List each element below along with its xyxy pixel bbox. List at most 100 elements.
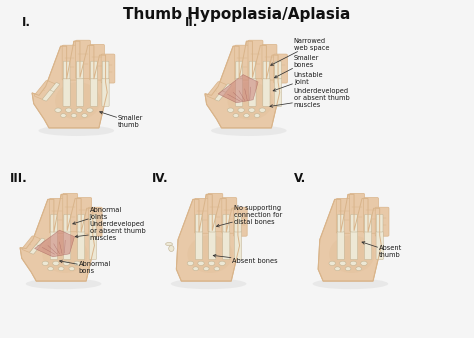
FancyBboxPatch shape: [236, 61, 243, 79]
FancyBboxPatch shape: [91, 78, 98, 106]
Text: Abnormal
bons: Abnormal bons: [60, 260, 111, 274]
Ellipse shape: [38, 125, 114, 136]
FancyBboxPatch shape: [235, 214, 241, 232]
FancyBboxPatch shape: [209, 214, 216, 232]
FancyBboxPatch shape: [90, 44, 104, 80]
FancyBboxPatch shape: [365, 214, 371, 232]
Ellipse shape: [211, 125, 287, 136]
FancyBboxPatch shape: [64, 232, 71, 260]
Ellipse shape: [58, 267, 64, 271]
Polygon shape: [318, 194, 382, 281]
FancyBboxPatch shape: [364, 197, 379, 233]
Polygon shape: [20, 194, 94, 281]
Polygon shape: [176, 194, 239, 281]
Polygon shape: [205, 41, 280, 128]
FancyBboxPatch shape: [50, 82, 60, 92]
Ellipse shape: [61, 114, 66, 117]
FancyBboxPatch shape: [208, 193, 223, 232]
Ellipse shape: [345, 267, 351, 271]
Ellipse shape: [187, 261, 193, 265]
Ellipse shape: [55, 108, 61, 112]
FancyBboxPatch shape: [262, 44, 277, 80]
Ellipse shape: [26, 279, 101, 289]
FancyBboxPatch shape: [194, 198, 210, 233]
FancyBboxPatch shape: [209, 232, 216, 260]
FancyBboxPatch shape: [89, 232, 96, 260]
FancyBboxPatch shape: [376, 214, 383, 232]
Ellipse shape: [42, 235, 88, 273]
FancyBboxPatch shape: [236, 78, 243, 106]
FancyBboxPatch shape: [263, 78, 270, 106]
Polygon shape: [32, 41, 107, 128]
FancyBboxPatch shape: [337, 214, 344, 232]
Ellipse shape: [219, 261, 225, 265]
FancyBboxPatch shape: [263, 61, 270, 79]
FancyBboxPatch shape: [223, 232, 230, 260]
FancyBboxPatch shape: [50, 232, 57, 260]
Ellipse shape: [53, 261, 59, 265]
Text: III.: III.: [10, 172, 28, 185]
Polygon shape: [35, 230, 74, 257]
FancyBboxPatch shape: [215, 90, 226, 101]
FancyBboxPatch shape: [77, 197, 91, 233]
FancyBboxPatch shape: [63, 78, 70, 106]
FancyBboxPatch shape: [248, 40, 263, 79]
Ellipse shape: [329, 261, 336, 265]
Text: II.: II.: [185, 16, 199, 29]
FancyBboxPatch shape: [102, 78, 109, 106]
Text: Narrowed
web space: Narrowed web space: [271, 38, 329, 65]
Ellipse shape: [335, 267, 340, 271]
FancyBboxPatch shape: [249, 78, 256, 106]
Ellipse shape: [313, 279, 388, 289]
Text: Smaller
thumb: Smaller thumb: [100, 111, 143, 128]
FancyBboxPatch shape: [273, 54, 287, 83]
Ellipse shape: [259, 108, 265, 112]
Ellipse shape: [82, 114, 87, 117]
Text: Underdeveloped
or absent thumb
muscles: Underdeveloped or absent thumb muscles: [75, 221, 146, 241]
FancyBboxPatch shape: [36, 238, 45, 246]
Text: Thumb Hypoplasia/Aplasia: Thumb Hypoplasia/Aplasia: [123, 7, 351, 22]
Text: Unstable
joint: Unstable joint: [273, 72, 323, 91]
Ellipse shape: [244, 114, 249, 117]
Text: Underdeveloped
or absent thumb
muscles: Underdeveloped or absent thumb muscles: [270, 88, 349, 108]
FancyBboxPatch shape: [336, 198, 351, 233]
Ellipse shape: [339, 261, 346, 265]
FancyBboxPatch shape: [351, 214, 357, 232]
FancyBboxPatch shape: [78, 214, 84, 232]
Ellipse shape: [193, 267, 199, 271]
FancyBboxPatch shape: [62, 45, 77, 80]
Text: I.: I.: [22, 16, 31, 29]
FancyBboxPatch shape: [223, 214, 229, 232]
Ellipse shape: [329, 235, 374, 273]
Text: No supporting
connection for
distal bones: No supporting connection for distal bone…: [217, 206, 282, 227]
FancyBboxPatch shape: [350, 193, 365, 232]
FancyBboxPatch shape: [64, 214, 71, 232]
Ellipse shape: [356, 267, 362, 271]
Ellipse shape: [74, 261, 80, 265]
FancyBboxPatch shape: [375, 207, 389, 236]
Ellipse shape: [350, 261, 356, 265]
Ellipse shape: [248, 108, 255, 112]
FancyBboxPatch shape: [64, 61, 70, 79]
Ellipse shape: [203, 267, 209, 271]
FancyBboxPatch shape: [249, 61, 256, 79]
Text: Smaller
bones: Smaller bones: [274, 55, 319, 78]
FancyBboxPatch shape: [195, 232, 202, 260]
Ellipse shape: [233, 114, 239, 117]
FancyBboxPatch shape: [102, 61, 109, 79]
Text: Abnormal
Joints: Abnormal Joints: [73, 207, 122, 224]
Ellipse shape: [238, 108, 245, 112]
Polygon shape: [218, 75, 258, 103]
FancyBboxPatch shape: [63, 193, 78, 232]
Ellipse shape: [76, 108, 82, 112]
FancyBboxPatch shape: [30, 244, 40, 254]
FancyBboxPatch shape: [235, 45, 250, 80]
Ellipse shape: [209, 261, 215, 265]
FancyBboxPatch shape: [222, 197, 237, 233]
Ellipse shape: [198, 261, 204, 265]
Text: Absent bones: Absent bones: [213, 255, 278, 264]
FancyBboxPatch shape: [376, 232, 383, 260]
FancyBboxPatch shape: [234, 207, 247, 236]
FancyBboxPatch shape: [91, 61, 97, 79]
Ellipse shape: [71, 114, 77, 117]
